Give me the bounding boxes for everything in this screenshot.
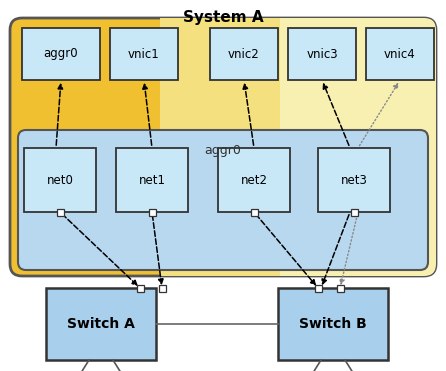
Text: vnic2: vnic2 <box>228 47 260 60</box>
Bar <box>366 28 434 80</box>
Text: vnic3: vnic3 <box>306 47 338 60</box>
Bar <box>314 285 322 292</box>
Text: net2: net2 <box>240 174 268 187</box>
Bar <box>110 28 178 80</box>
Text: System A: System A <box>183 10 263 25</box>
Text: net0: net0 <box>46 174 74 187</box>
FancyBboxPatch shape <box>18 130 428 270</box>
Bar <box>251 209 257 216</box>
Text: aggr0: aggr0 <box>44 47 78 60</box>
Bar <box>336 285 343 292</box>
Text: Switch A: Switch A <box>67 317 135 331</box>
Bar <box>24 148 96 212</box>
Bar <box>288 28 356 80</box>
Bar <box>318 148 390 212</box>
Text: net3: net3 <box>341 174 368 187</box>
Text: vnic4: vnic4 <box>384 47 416 60</box>
FancyBboxPatch shape <box>10 18 436 276</box>
Text: aggr0: aggr0 <box>205 144 241 157</box>
Bar <box>210 28 278 80</box>
Bar <box>158 285 165 292</box>
FancyBboxPatch shape <box>220 18 436 276</box>
Bar <box>351 209 358 216</box>
Bar <box>278 288 388 360</box>
Text: net1: net1 <box>139 174 165 187</box>
Bar <box>116 148 188 212</box>
FancyBboxPatch shape <box>160 18 280 276</box>
Bar <box>46 288 156 360</box>
Text: Switch B: Switch B <box>299 317 367 331</box>
Bar <box>149 209 156 216</box>
Bar <box>57 209 63 216</box>
Bar <box>136 285 144 292</box>
Bar <box>218 148 290 212</box>
Text: vnic1: vnic1 <box>128 47 160 60</box>
Bar <box>22 28 100 80</box>
